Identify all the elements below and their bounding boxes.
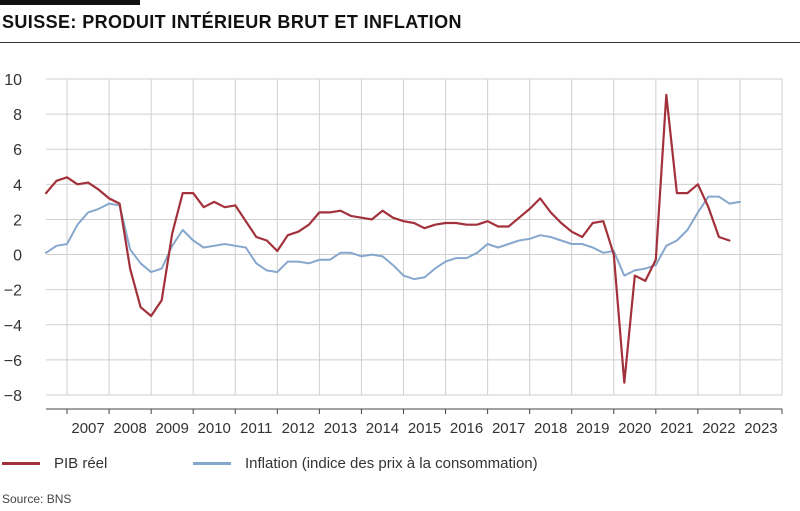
legend-swatch-pib xyxy=(2,462,40,465)
line-chart: 10 8 6 4 2 0 −2 −4 −6 −8 2007 2008 2009 2010 2011 2012 2… xyxy=(4,72,783,437)
y-tick-label: −6 xyxy=(4,353,22,370)
x-tick-label: 2014 xyxy=(366,420,399,437)
x-tick-label: 2022 xyxy=(702,420,735,437)
legend-item-inflation: Inflation (indice des prix à la consomma… xyxy=(193,455,538,472)
x-tick-label: 2013 xyxy=(324,420,357,437)
y-tick-label: −8 xyxy=(4,388,22,405)
y-tick-label: −4 xyxy=(4,318,22,335)
x-tick-label: 2021 xyxy=(660,420,693,437)
x-tick-label: 2023 xyxy=(744,420,777,437)
y-tick-label: 2 xyxy=(13,212,22,229)
x-tick-label: 2012 xyxy=(282,420,315,437)
x-tick-label: 2008 xyxy=(113,420,146,437)
legend: PIB réel Inflation (indice des prix à la… xyxy=(0,455,800,479)
y-tick-label: 8 xyxy=(13,107,22,124)
x-tick-label: 2011 xyxy=(240,420,272,437)
x-tick-label: 2009 xyxy=(155,420,188,437)
y-tick-label: −2 xyxy=(4,283,22,300)
title-accent-bar xyxy=(0,0,140,5)
chart-title: SUISSE: PRODUIT INTÉRIEUR BRUT ET INFLAT… xyxy=(2,12,462,32)
y-tick-label: 4 xyxy=(13,177,22,194)
source-note: Source: BNS xyxy=(2,492,72,506)
title-rule xyxy=(0,42,800,43)
x-tick-label: 2020 xyxy=(618,420,651,437)
x-tick-label: 2007 xyxy=(71,420,104,437)
x-tick-label: 2010 xyxy=(198,420,231,437)
x-tick-label: 2019 xyxy=(576,420,609,437)
y-tick-label: 0 xyxy=(13,248,22,265)
legend-swatch-inflation xyxy=(193,462,231,465)
series-line-pib xyxy=(44,93,731,384)
x-tick-label: 2017 xyxy=(492,420,525,437)
y-tick-label: 6 xyxy=(13,142,22,159)
legend-item-pib: PIB réel xyxy=(2,455,107,472)
series-line-inflation xyxy=(45,195,741,281)
x-tick-label: 2015 xyxy=(408,420,441,437)
legend-label-pib: PIB réel xyxy=(54,455,108,472)
legend-label-inflation: Inflation (indice des prix à la consomma… xyxy=(245,455,538,472)
x-tick-label: 2018 xyxy=(534,420,567,437)
x-tick-label: 2016 xyxy=(450,420,483,437)
y-tick-label: 10 xyxy=(4,72,22,89)
